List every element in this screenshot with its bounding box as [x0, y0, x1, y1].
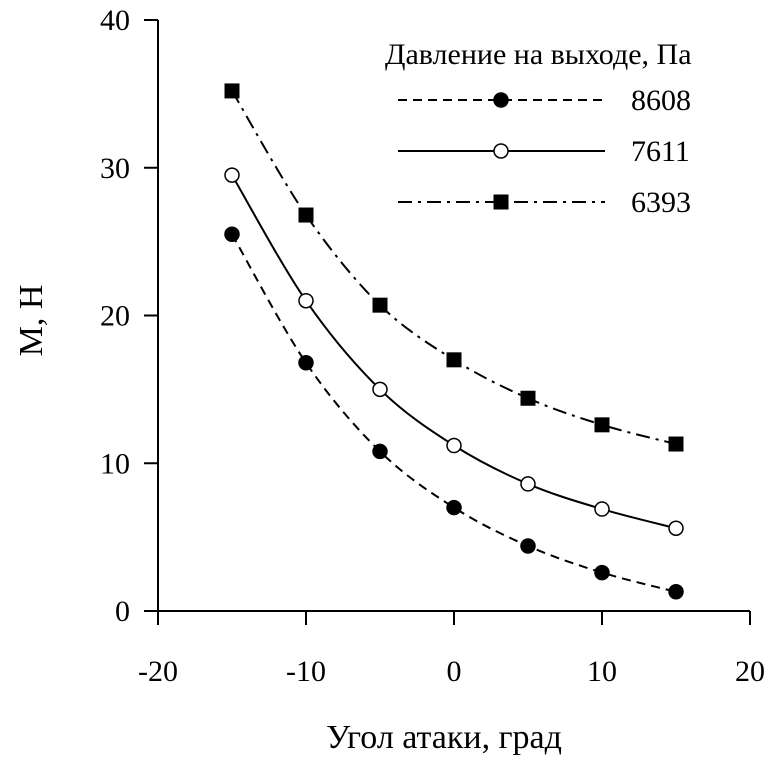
y-tick-label: 10 [100, 447, 130, 480]
x-tick-label: -20 [138, 655, 178, 688]
y-tick-label: 30 [100, 152, 130, 185]
data-point-8608 [372, 443, 388, 460]
legend-title: Давление на выходе, Па [385, 38, 692, 71]
x-tick-label: -10 [286, 655, 326, 688]
legend-marker [493, 194, 509, 210]
data-point-7611 [298, 292, 314, 309]
x-tick-label: 10 [587, 655, 617, 688]
data-point-6393 [372, 297, 388, 313]
legend-marker [493, 92, 509, 108]
data-point-8608 [594, 564, 610, 581]
series-7611 [224, 167, 684, 537]
y-tick-label: 20 [100, 300, 130, 333]
legend-item: 7611 [398, 135, 690, 168]
legend-item: 8608 [398, 84, 691, 117]
x-tick-label: 20 [735, 655, 765, 688]
data-point-6393 [594, 417, 610, 433]
y-tick-label: 0 [115, 595, 130, 628]
data-point-8608 [224, 226, 240, 242]
series-6393 [224, 83, 684, 452]
data-point-6393 [298, 207, 314, 223]
series-layer [224, 83, 684, 600]
axes: 0 10 20 30 40 -20 -10 0 10 20 Угол атаки, град M, Н [13, 4, 765, 756]
legend: Давление на выходе, Па 8608 7611 6393 [385, 38, 692, 219]
data-point-8608 [298, 355, 314, 371]
series-line-7611 [231, 174, 677, 530]
legend-label: 8608 [631, 84, 691, 117]
x-axis-title: Угол атаки, град [326, 719, 562, 756]
data-point-7611 [224, 167, 240, 183]
y-axis-title: M, Н [13, 285, 50, 357]
data-point-8608 [446, 499, 462, 516]
y-tick-label: 40 [100, 4, 130, 37]
data-point-6393 [224, 83, 240, 99]
series-line-6393 [231, 90, 677, 446]
data-point-6393 [520, 390, 536, 406]
legend-item: 6393 [398, 186, 691, 219]
data-point-8608 [520, 538, 536, 554]
x-tick-label: 0 [447, 655, 462, 688]
data-point-7611 [372, 381, 388, 398]
data-point-8608 [668, 584, 684, 600]
data-point-6393 [668, 436, 684, 452]
data-point-7611 [594, 501, 610, 517]
legend-marker [493, 143, 509, 159]
legend-label: 7611 [631, 135, 690, 168]
data-point-7611 [446, 437, 462, 454]
series-8608 [224, 226, 684, 600]
data-point-6393 [446, 352, 462, 368]
data-point-7611 [520, 476, 536, 492]
data-point-7611 [668, 520, 684, 537]
legend-label: 6393 [631, 186, 691, 219]
